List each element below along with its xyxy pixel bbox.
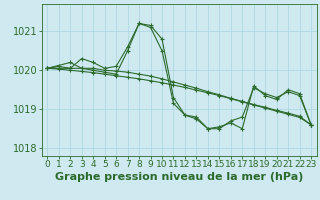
X-axis label: Graphe pression niveau de la mer (hPa): Graphe pression niveau de la mer (hPa) [55, 172, 303, 182]
